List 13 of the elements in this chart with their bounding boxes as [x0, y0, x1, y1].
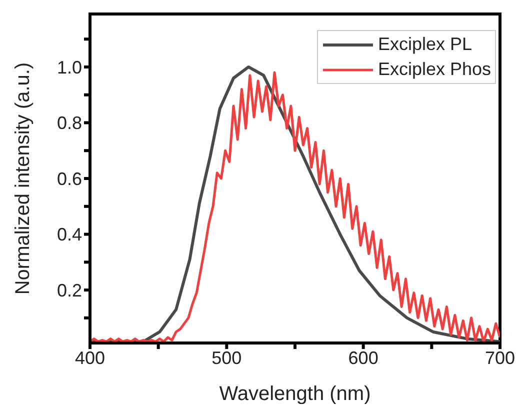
- y-axis-title: Normalized intensity (a.u.): [12, 62, 34, 295]
- legend-label: Exciplex Phos: [378, 58, 491, 81]
- legend-label: Exciplex PL: [378, 33, 472, 56]
- x-tick-label: 500: [212, 348, 242, 368]
- y-tick-label: 0.6: [56, 168, 82, 189]
- x-axis-title: Wavelength (nm): [219, 383, 371, 405]
- x-tick-label: 400: [74, 348, 106, 368]
- y-tick-label: 0.4: [56, 224, 82, 245]
- x-tick-label: 600: [348, 348, 378, 368]
- y-tick-label: 0.2: [56, 280, 82, 300]
- y-tick-label: 1.0: [56, 57, 82, 78]
- x-tick-label: 700: [484, 348, 516, 368]
- y-tick-label: 0.8: [56, 113, 82, 134]
